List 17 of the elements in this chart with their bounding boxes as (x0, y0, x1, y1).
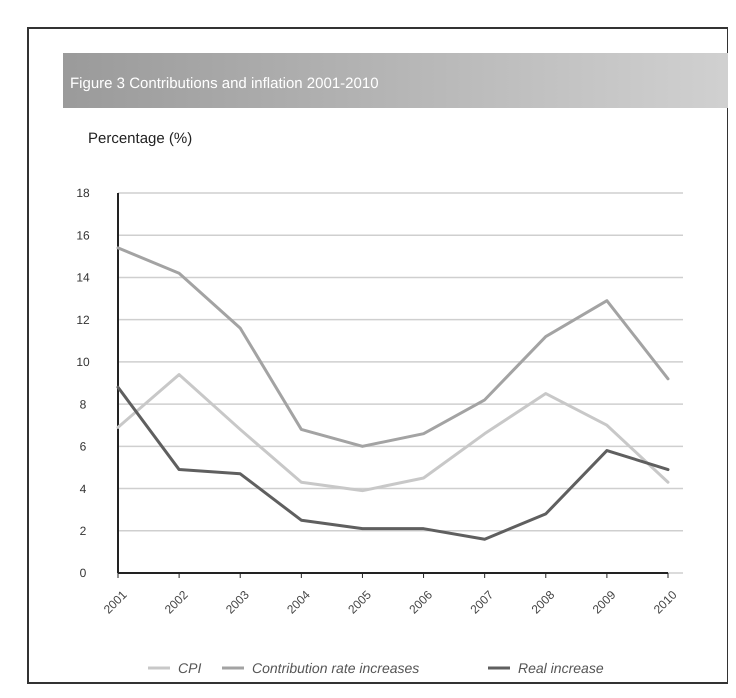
y-tick-label: 8 (80, 397, 87, 412)
y-tick-label: 12 (76, 312, 90, 327)
legend-label: Contribution rate increases (252, 660, 420, 676)
line-series (116, 246, 670, 448)
y-tick-label: 14 (76, 270, 90, 285)
legend-label: CPI (178, 660, 202, 676)
legend-label: Real increase (518, 660, 604, 676)
y-tick-label: 18 (76, 186, 90, 200)
chart-title: Figure 3 Contributions and inflation 2001-2010 (70, 75, 379, 92)
line-series (116, 386, 670, 541)
y-tick-label: 4 (80, 482, 87, 496)
y-tick-label: 16 (76, 228, 90, 242)
y-tick-label: 10 (76, 355, 90, 370)
y-tick-label: 2 (80, 524, 87, 538)
y-tick-label: 6 (80, 440, 87, 454)
y-axis-title: Percentage (%) (88, 130, 192, 147)
y-tick-label: 0 (80, 566, 87, 580)
